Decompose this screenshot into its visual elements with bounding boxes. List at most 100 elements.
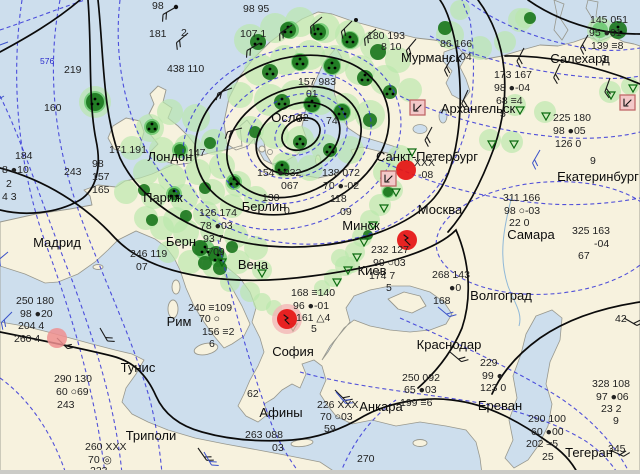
city-label: Мурманск bbox=[401, 50, 461, 65]
station-value: 99 ○03 bbox=[373, 257, 406, 269]
city-label: Екатеринбург bbox=[557, 169, 639, 184]
station-value: 226 XXX bbox=[317, 399, 358, 411]
station-value: 184 bbox=[15, 150, 33, 162]
station-value: 130 bbox=[262, 192, 280, 204]
station-value: 98 ○-03 bbox=[504, 205, 540, 217]
precip-blob-light bbox=[270, 45, 300, 75]
station-value: 5 bbox=[386, 282, 392, 294]
station-value: 25 bbox=[542, 451, 554, 463]
contour-ring bbox=[182, 45, 402, 231]
alert-square-east[interactable] bbox=[619, 94, 636, 111]
city-label: Минск bbox=[342, 218, 380, 233]
station-value: 5 bbox=[500, 108, 506, 120]
station-value: 98 bbox=[152, 0, 164, 12]
station-value: 2 bbox=[181, 27, 187, 39]
station-value: 290 130 bbox=[54, 373, 92, 385]
station-value: 0 bbox=[284, 205, 290, 217]
station-value: 6 bbox=[209, 338, 215, 350]
precip-blob-heavy bbox=[334, 104, 350, 120]
station-value: 70 ●-02 bbox=[323, 180, 359, 192]
station-value: 98 bbox=[92, 158, 104, 170]
precip-blob-light bbox=[114, 180, 138, 204]
corsica-island bbox=[171, 279, 181, 295]
station-value: 22 0 bbox=[509, 217, 530, 229]
station-value: 59 bbox=[324, 423, 336, 435]
precip-blob-heavy bbox=[383, 85, 397, 99]
precip-blob-heavy bbox=[198, 256, 212, 270]
precip-blob-heavy bbox=[342, 32, 358, 48]
city-label: Берн bbox=[166, 234, 196, 249]
station-value: 180 193 bbox=[367, 30, 405, 42]
station-value: 42 bbox=[615, 313, 627, 325]
isobar-line bbox=[0, 0, 81, 53]
station-value: XXX bbox=[414, 157, 435, 169]
station-dot bbox=[173, 4, 179, 10]
precip-blob-light bbox=[398, 78, 422, 102]
station-value: 250 092 bbox=[402, 372, 440, 384]
station-value: 161 △4 bbox=[296, 312, 331, 324]
contour-value: 576 bbox=[40, 56, 54, 66]
station-value: 67 bbox=[578, 250, 590, 262]
precip-blob-light bbox=[385, 47, 411, 73]
station-value: 165 bbox=[92, 184, 110, 196]
station-value: 72 bbox=[297, 112, 309, 124]
station-value: 171 191 bbox=[109, 144, 147, 156]
sicily-island bbox=[193, 342, 219, 356]
precip-blob-heavy bbox=[323, 143, 337, 157]
city-label: Санкт-Петербург bbox=[376, 149, 478, 164]
precip-blob-light bbox=[157, 241, 179, 263]
station-value: 157 983 bbox=[298, 76, 336, 88]
station-value: ▽09 bbox=[205, 246, 225, 258]
alert-station-algeria[interactable] bbox=[47, 328, 67, 348]
station-value: 174 7 bbox=[369, 270, 395, 282]
station-value: 86 166 bbox=[440, 38, 472, 50]
city-label: Вена bbox=[238, 257, 269, 272]
alert-markers bbox=[47, 94, 636, 348]
station-value: 232 127 bbox=[371, 244, 409, 256]
city-label: Ереван bbox=[478, 398, 522, 413]
station-value: 01 bbox=[306, 88, 318, 100]
station-value: 8 ●10 bbox=[2, 164, 29, 176]
station-value: 98 ●-04 bbox=[494, 82, 530, 94]
precip-blob-heavy bbox=[438, 21, 452, 35]
station-value: 202 ≈5 bbox=[526, 438, 558, 450]
precip-blob-light bbox=[504, 94, 526, 116]
contour-line bbox=[217, 239, 301, 474]
alert-station-moscow-south[interactable] bbox=[397, 230, 417, 250]
precip-blob-light bbox=[157, 99, 183, 125]
city-label: Мадрид bbox=[33, 235, 81, 250]
contour-value-labels: 576 bbox=[40, 56, 54, 66]
precip-blob-heavy bbox=[180, 210, 192, 222]
precip-blob-heavy bbox=[174, 144, 186, 156]
station-value: 07 bbox=[136, 261, 148, 273]
station-value: 160 bbox=[44, 102, 62, 114]
station-value: 270 bbox=[357, 453, 375, 465]
precip-blob-light bbox=[182, 104, 210, 132]
mediterranean-sea bbox=[0, 230, 483, 474]
station-value: 168 ≡140 bbox=[291, 287, 335, 299]
station-dot bbox=[354, 18, 358, 22]
alert-square-arkhangelsk[interactable] bbox=[409, 99, 426, 116]
station-value: 3 bbox=[601, 53, 607, 65]
balearic-island bbox=[92, 264, 104, 270]
precipitation-areas-heavy bbox=[86, 12, 627, 275]
station-value: 181 bbox=[149, 28, 167, 40]
city-label: Лондон bbox=[148, 149, 193, 164]
alert-square-spb[interactable] bbox=[380, 170, 397, 187]
station-value: 263 088 bbox=[245, 429, 283, 441]
city-label: Осло bbox=[271, 110, 303, 125]
precip-blob-heavy bbox=[293, 135, 307, 149]
precip-blob-light bbox=[479, 129, 501, 151]
sardinia-island bbox=[167, 299, 179, 319]
station-value: 246 119 bbox=[130, 248, 167, 260]
station-value: 067 bbox=[281, 180, 299, 192]
alert-station-spb[interactable] bbox=[396, 160, 416, 180]
crimea-peninsula bbox=[387, 291, 427, 314]
precip-blob-heavy bbox=[262, 64, 278, 80]
station-value: 139 ≡8 bbox=[591, 40, 624, 52]
isobar-ring bbox=[226, 85, 362, 199]
station-value: 260 4 bbox=[14, 333, 40, 345]
station-value: 147 bbox=[188, 147, 206, 159]
